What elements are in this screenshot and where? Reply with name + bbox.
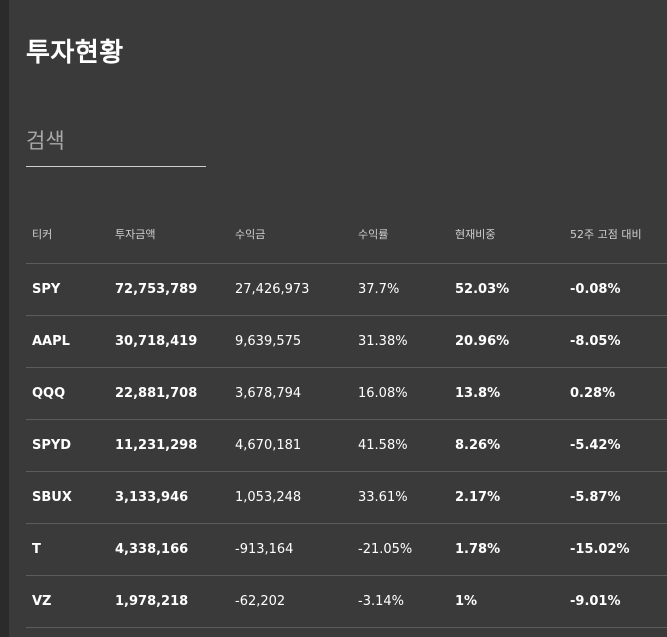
holdings-table: 티커 투자금액 수익금 수익률 현재비중 52주 고점 대비 SPY 72,75…	[26, 210, 667, 628]
table-row[interactable]: SPY 72,753,789 27,426,973 37.7% 52.03% -…	[26, 263, 667, 316]
cell-from-high: 0.28%	[564, 367, 667, 420]
header-weight[interactable]: 현재비중	[449, 210, 564, 264]
table-row[interactable]: SPYD 11,231,298 4,670,181 41.58% 8.26% -…	[26, 419, 667, 472]
cell-weight: 1.78%	[449, 523, 564, 576]
header-rate[interactable]: 수익률	[352, 210, 449, 264]
cell-ticker: QQQ	[26, 367, 109, 420]
cell-from-high: -9.01%	[564, 575, 667, 628]
cell-rate: 41.58%	[352, 419, 449, 472]
cell-amount: 1,978,218	[109, 575, 229, 628]
cell-from-high: -8.05%	[564, 315, 667, 368]
page-title: 투자현황	[26, 38, 124, 68]
table-row[interactable]: QQQ 22,881,708 3,678,794 16.08% 13.8% 0.…	[26, 367, 667, 420]
cell-amount: 3,133,946	[109, 471, 229, 524]
search-input[interactable]	[26, 122, 206, 160]
header-profit[interactable]: 수익금	[229, 210, 352, 264]
cell-profit: 4,670,181	[229, 419, 352, 472]
header-ticker[interactable]: 티커	[26, 210, 109, 264]
cell-ticker: VZ	[26, 575, 109, 628]
cell-ticker: T	[26, 523, 109, 576]
cell-weight: 2.17%	[449, 471, 564, 524]
cell-weight: 13.8%	[449, 367, 564, 420]
cell-rate: 16.08%	[352, 367, 449, 420]
cell-amount: 30,718,419	[109, 315, 229, 368]
cell-amount: 22,881,708	[109, 367, 229, 420]
table-row[interactable]: VZ 1,978,218 -62,202 -3.14% 1% -9.01%	[26, 575, 667, 628]
header-from-high[interactable]: 52주 고점 대비	[564, 210, 667, 264]
table-row[interactable]: AAPL 30,718,419 9,639,575 31.38% 20.96% …	[26, 315, 667, 368]
cell-profit: -62,202	[229, 575, 352, 628]
cell-from-high: -15.02%	[564, 523, 667, 576]
cell-profit: 3,678,794	[229, 367, 352, 420]
table-header-row: 티커 투자금액 수익금 수익률 현재비중 52주 고점 대비	[26, 210, 667, 264]
search-field	[26, 122, 206, 167]
cell-rate: 31.38%	[352, 315, 449, 368]
cell-rate: -21.05%	[352, 523, 449, 576]
cell-ticker: SPY	[26, 263, 109, 316]
cell-profit: 27,426,973	[229, 263, 352, 316]
cell-weight: 1%	[449, 575, 564, 628]
header-amount[interactable]: 투자금액	[109, 210, 229, 264]
cell-profit: -913,164	[229, 523, 352, 576]
cell-rate: 37.7%	[352, 263, 449, 316]
cell-profit: 9,639,575	[229, 315, 352, 368]
cell-ticker: AAPL	[26, 315, 109, 368]
cell-from-high: -5.87%	[564, 471, 667, 524]
cell-rate: -3.14%	[352, 575, 449, 628]
cell-weight: 52.03%	[449, 263, 564, 316]
left-edge-bar	[0, 0, 9, 637]
cell-rate: 33.61%	[352, 471, 449, 524]
cell-profit: 1,053,248	[229, 471, 352, 524]
table-row[interactable]: T 4,338,166 -913,164 -21.05% 1.78% -15.0…	[26, 523, 667, 576]
cell-ticker: SPYD	[26, 419, 109, 472]
cell-from-high: -0.08%	[564, 263, 667, 316]
table-row[interactable]: SBUX 3,133,946 1,053,248 33.61% 2.17% -5…	[26, 471, 667, 524]
cell-amount: 11,231,298	[109, 419, 229, 472]
cell-ticker: SBUX	[26, 471, 109, 524]
cell-weight: 20.96%	[449, 315, 564, 368]
cell-weight: 8.26%	[449, 419, 564, 472]
cell-amount: 4,338,166	[109, 523, 229, 576]
cell-from-high: -5.42%	[564, 419, 667, 472]
cell-amount: 72,753,789	[109, 263, 229, 316]
